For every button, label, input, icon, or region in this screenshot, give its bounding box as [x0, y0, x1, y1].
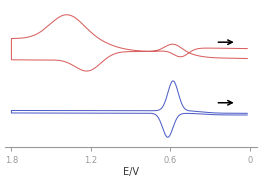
X-axis label: E/V: E/V	[123, 166, 139, 177]
